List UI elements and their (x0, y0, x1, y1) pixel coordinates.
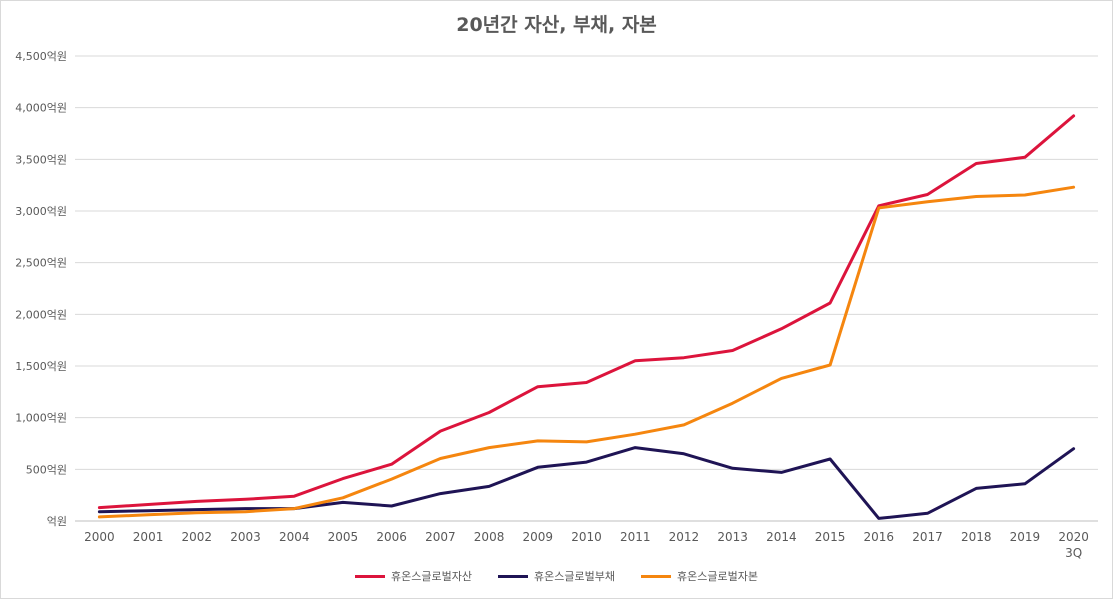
series-line-1 (97, 114, 1076, 510)
y-tick-label: 500억원 (26, 463, 67, 476)
x-tick-label: 2009 (523, 530, 554, 544)
x-tick-label: 2019 (1010, 530, 1041, 544)
x-tick-label: 2005 (328, 530, 359, 544)
x-tick-label: 2000 (84, 530, 115, 544)
chart-title: 20년간 자산, 부채, 자본 (456, 14, 657, 36)
x-tick-label: 2020 3Q (1058, 530, 1089, 560)
legend-swatch (498, 574, 529, 578)
series-line-2 (97, 446, 1076, 520)
x-tick-label: 2018 (961, 530, 992, 544)
x-tick-label: 2004 (279, 530, 310, 544)
legend-item-1: 휴온스글로벌자산 (355, 568, 472, 584)
x-tick-label: 2010 (571, 530, 602, 544)
legend-swatch (355, 574, 386, 578)
x-tick-label: 2003 (230, 530, 261, 544)
x-tick-label: 2013 (717, 530, 748, 544)
series-line-3 (97, 185, 1076, 519)
x-tick-label: 2014 (766, 530, 797, 544)
x-tick-label: 2017 (912, 530, 943, 544)
y-tick-label: 1,000억원 (15, 412, 67, 425)
x-tick-label: 2007 (425, 530, 456, 544)
legend-swatch (640, 574, 671, 578)
y-tick-label: 3,000억원 (15, 205, 67, 218)
legend-label: 휴온스글로벌자산 (391, 570, 473, 583)
x-tick-label: 2016 (864, 530, 895, 544)
x-tick-label: 2006 (376, 530, 407, 544)
y-tick-label: 억원 (47, 515, 67, 528)
y-tick-label: 2,500억원 (15, 257, 67, 270)
y-tick-label: 2,000억원 (15, 308, 67, 321)
legend-item-2: 휴온스글로벌부채 (498, 568, 615, 584)
legend-label: 휴온스글로벌자본 (676, 570, 758, 583)
y-tick-label: 4,500억원 (15, 50, 67, 63)
chart-legend: 휴온스글로벌자산 휴온스글로벌부채 휴온스글로벌자본 (0, 568, 1113, 584)
y-tick-label: 3,500억원 (15, 153, 67, 166)
legend-item-3: 휴온스글로벌자본 (640, 568, 758, 584)
x-tick-label: 2008 (474, 530, 505, 544)
legend-label: 휴온스글로벌부채 (534, 570, 615, 583)
x-tick-label: 2002 (182, 530, 213, 544)
x-tick-label: 2015 (815, 530, 846, 544)
x-tick-label: 2012 (669, 530, 700, 544)
y-tick-label: 4,000억원 (15, 102, 67, 115)
y-tick-label: 1,500억원 (15, 360, 67, 373)
x-tick-label: 2001 (133, 530, 164, 544)
x-tick-label: 2011 (620, 530, 651, 544)
